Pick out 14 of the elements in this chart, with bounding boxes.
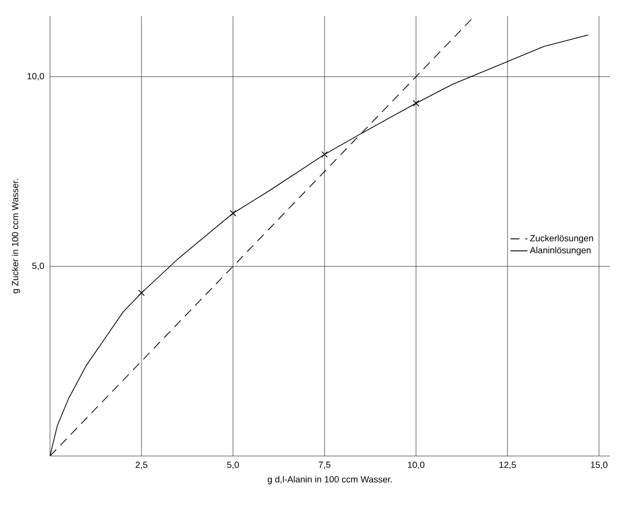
y-axis-title: g Zucker in 100 ccm Wasser. <box>12 179 20 294</box>
point <box>412 100 420 106</box>
legend-label: Zuckerlösungen <box>530 234 594 244</box>
x-tick-label: 12,5 <box>499 462 516 470</box>
legend-label: Alaninlösungen <box>530 246 591 256</box>
x-axis-title: g d,l-Alanin in 100 ccm Wasser. <box>268 476 392 484</box>
x-tick-label: 15,0 <box>590 462 608 470</box>
point <box>230 210 236 216</box>
point <box>138 290 145 296</box>
x-tick-label: 5,0 <box>227 462 239 470</box>
x-tick-label: 2,5 <box>136 462 148 470</box>
x-tick-label: 10,0 <box>408 462 424 470</box>
point <box>321 151 328 158</box>
x-tick-label: 7,5 <box>318 462 330 469</box>
